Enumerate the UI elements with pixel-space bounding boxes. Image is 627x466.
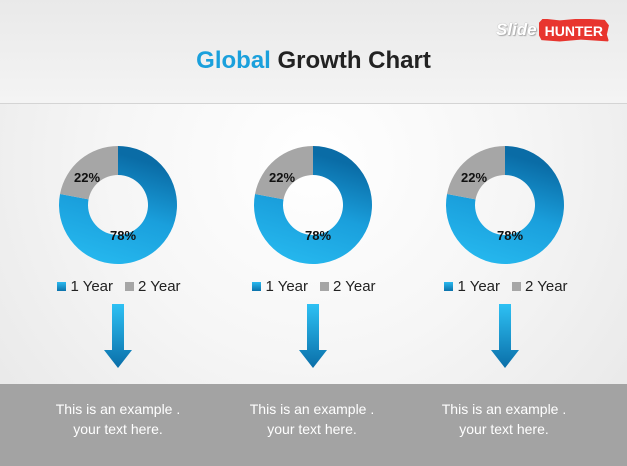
legend-item-series-2: 2 Year <box>512 278 568 295</box>
caption-1: This is an example . your text here. <box>18 399 218 439</box>
caption-line-2: your text here. <box>73 421 163 437</box>
caption-line-1: This is an example . <box>55 401 181 417</box>
legend-label: 1 Year <box>265 277 308 295</box>
down-arrow-icon <box>299 304 327 368</box>
page-title: Global Growth Chart <box>0 47 627 75</box>
donut-1-slice-1 <box>59 146 178 264</box>
caption-line-1: This is an example . <box>441 401 567 417</box>
legend-swatch-gray <box>125 281 134 291</box>
title-rest: Growth Chart <box>277 47 431 74</box>
legend-label: 2 Year <box>525 277 568 295</box>
legend-label: 1 Year <box>457 277 500 295</box>
caption-line-2: your text here. <box>459 421 549 437</box>
legend-swatch-gray <box>320 281 329 291</box>
down-arrow-icon <box>104 304 132 368</box>
donut-1-data-label-2: 22% <box>74 170 100 185</box>
caption-3: This is an example . your text here. <box>404 399 604 439</box>
legend-item-series-2: 2 Year <box>125 278 181 295</box>
legend-chart-3: 1 Year 2 Year <box>411 276 601 296</box>
legend-item-series-1: 1 Year <box>252 278 308 295</box>
donut-1-slice-2 <box>60 146 118 200</box>
title-accent-word: Global <box>196 47 271 74</box>
legend-label: 1 Year <box>70 277 113 295</box>
legend-chart-1: 1 Year 2 Year <box>24 276 214 296</box>
donut-2-data-label-1: 78% <box>305 228 331 243</box>
donut-2-slice-1 <box>254 146 372 264</box>
slidehunter-logo: Slide HUNTER <box>496 16 609 44</box>
down-arrow-icon <box>491 304 519 368</box>
legend-label: 2 Year <box>138 277 181 295</box>
donut-2-data-label-2: 22% <box>269 170 295 185</box>
logo-hunter-word: HUNTER <box>538 18 609 42</box>
donut-1-data-label-1: 78% <box>110 228 136 243</box>
caption-2: This is an example . your text here. <box>212 399 412 439</box>
header-band <box>0 0 627 104</box>
legend-swatch-blue <box>57 281 67 291</box>
legend-swatch-blue <box>444 281 454 291</box>
legend-item-series-1: 1 Year <box>444 278 500 295</box>
donut-3-data-label-1: 78% <box>497 228 523 243</box>
legend-swatch-blue <box>252 281 262 291</box>
donut-3-slice-1 <box>446 146 564 264</box>
legend-chart-2: 1 Year 2 Year <box>219 276 409 296</box>
caption-line-2: your text here. <box>267 421 357 437</box>
legend-item-series-1: 1 Year <box>57 278 113 295</box>
donut-3-slice-2 <box>447 146 505 200</box>
legend-swatch-gray <box>512 281 521 291</box>
donut-2-slice-2 <box>255 146 313 200</box>
footer-band <box>0 384 627 466</box>
donut-3-data-label-2: 22% <box>461 170 487 185</box>
logo-slide-word: Slide <box>496 20 537 39</box>
legend-label: 2 Year <box>333 277 376 295</box>
caption-line-1: This is an example . <box>249 401 375 417</box>
legend-item-series-2: 2 Year <box>320 278 376 295</box>
